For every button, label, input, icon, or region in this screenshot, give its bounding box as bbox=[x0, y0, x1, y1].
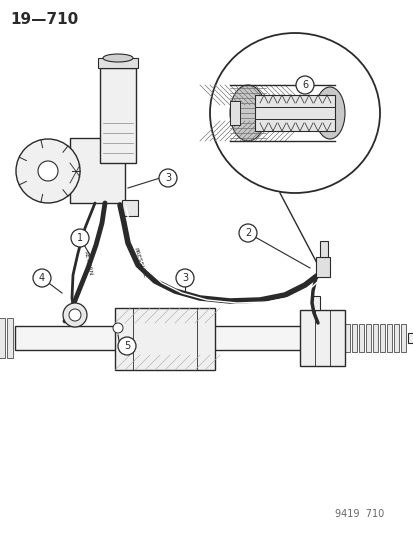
Ellipse shape bbox=[209, 33, 379, 193]
Bar bbox=[230, 101, 240, 125]
Circle shape bbox=[38, 161, 58, 181]
Text: 3: 3 bbox=[164, 173, 171, 183]
Ellipse shape bbox=[314, 87, 344, 139]
Text: 4: 4 bbox=[39, 273, 45, 283]
Circle shape bbox=[33, 269, 51, 287]
Text: PRESSURE: PRESSURE bbox=[132, 247, 147, 279]
Text: 2: 2 bbox=[244, 228, 251, 238]
Text: 6: 6 bbox=[301, 80, 307, 90]
Bar bbox=[311, 296, 319, 310]
Bar bbox=[393, 324, 398, 352]
Bar bbox=[0, 318, 5, 358]
Bar bbox=[379, 324, 384, 352]
Bar bbox=[98, 58, 138, 68]
Bar bbox=[372, 324, 377, 352]
Text: 19—710: 19—710 bbox=[10, 12, 78, 27]
Bar bbox=[7, 318, 13, 358]
Circle shape bbox=[295, 76, 313, 94]
Bar bbox=[319, 241, 327, 257]
Bar bbox=[122, 200, 138, 216]
Bar bbox=[100, 68, 136, 163]
Circle shape bbox=[63, 303, 87, 327]
Text: RETURN: RETURN bbox=[82, 250, 92, 276]
Circle shape bbox=[69, 309, 81, 321]
Bar bbox=[365, 324, 370, 352]
Bar bbox=[344, 324, 349, 352]
Circle shape bbox=[159, 169, 177, 187]
Bar bbox=[299, 310, 344, 366]
Ellipse shape bbox=[103, 54, 133, 62]
Bar bbox=[70, 138, 125, 203]
Circle shape bbox=[238, 224, 256, 242]
Bar bbox=[386, 324, 391, 352]
Bar bbox=[351, 324, 356, 352]
Circle shape bbox=[113, 323, 123, 333]
Bar bbox=[400, 324, 405, 352]
Text: 5: 5 bbox=[123, 341, 130, 351]
Bar bbox=[254, 95, 334, 131]
Bar bbox=[407, 333, 413, 343]
Bar bbox=[115, 308, 214, 370]
Text: 1: 1 bbox=[77, 233, 83, 243]
Bar bbox=[315, 257, 329, 277]
Circle shape bbox=[176, 269, 194, 287]
Circle shape bbox=[16, 139, 80, 203]
Text: 3: 3 bbox=[181, 273, 188, 283]
Circle shape bbox=[71, 229, 89, 247]
Ellipse shape bbox=[230, 85, 266, 141]
Bar bbox=[358, 324, 363, 352]
Bar bbox=[15, 326, 339, 350]
Circle shape bbox=[118, 337, 136, 355]
Text: 9419  710: 9419 710 bbox=[335, 509, 384, 519]
